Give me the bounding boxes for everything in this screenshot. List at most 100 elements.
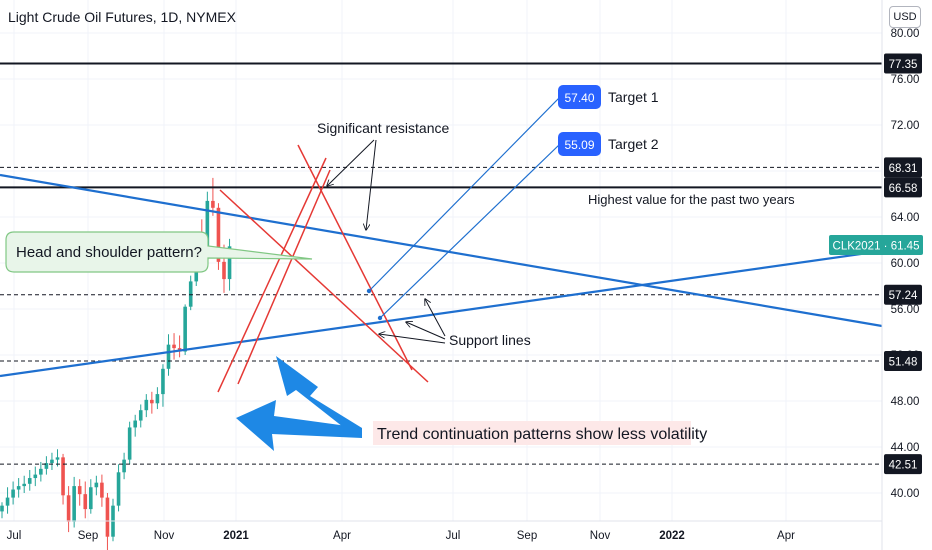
y-tick-label: 76.00 [891, 74, 920, 86]
ascending-trendline [0, 249, 883, 378]
big-arrow-upper-icon [276, 356, 362, 434]
candle-body [61, 457, 65, 496]
target-2-line [379, 143, 561, 319]
x-tick-label: Nov [590, 530, 611, 542]
candle-body [100, 482, 104, 498]
resistance-label: Significant resistance [317, 120, 450, 136]
candle-body [161, 368, 165, 395]
level-badge-label: 51.48 [889, 356, 918, 368]
candle-body [77, 486, 82, 495]
candle-body [16, 486, 21, 490]
x-tick-label: Sep [517, 530, 537, 542]
candle-body [133, 420, 137, 428]
support-label: Support lines [449, 332, 531, 348]
currency-button[interactable]: USD [889, 6, 921, 28]
candle-body [183, 306, 187, 352]
candle-body [127, 427, 132, 460]
wedge-lines [217, 144, 429, 393]
target-2-badge[interactable]: 55.09 [558, 132, 601, 156]
y-tick-label: 60.00 [891, 258, 920, 270]
symbol-title: Light Crude Oil Futures, 1D, NYMEX [8, 9, 236, 25]
candle-body [22, 483, 26, 487]
target-1-label: Target 1 [608, 89, 659, 105]
candle-body [166, 344, 171, 369]
candle-body [89, 487, 93, 510]
level-badge [884, 284, 922, 305]
resistance-arrow-2 [366, 139, 377, 230]
candle-body [105, 497, 110, 537]
x-tick-label: Apr [333, 530, 351, 542]
x-axis-ticks: Jul Sep Nov 2021 Apr Jul Sep Nov 2022 Apr [7, 530, 795, 542]
head-shoulder-callout[interactable] [5, 231, 313, 273]
y-tick-label: 64.00 [891, 212, 920, 224]
y-axis-ticks: 80.0076.0072.0068.0064.0060.0056.0052.00… [891, 28, 920, 500]
head-shoulder-label: Head and shoulder pattern? [16, 244, 202, 261]
candle-body [11, 489, 15, 498]
candle-body [39, 468, 43, 475]
candle-body [94, 482, 99, 488]
candle-body [150, 399, 154, 404]
current-price-tag: CLK2021 · 61.45 [829, 235, 923, 255]
candle-body [122, 459, 126, 473]
candle-body [44, 463, 49, 469]
support-arrow-2 [406, 322, 446, 340]
candle-body [155, 394, 160, 404]
trend-label: Trend continuation patterns show less vo… [377, 426, 707, 443]
level-badge-label: 42.51 [889, 460, 918, 472]
candle-body [216, 207, 221, 262]
y-tick-label: 44.00 [891, 442, 920, 454]
y-tick-label: 48.00 [891, 396, 920, 408]
candle-body [205, 200, 210, 259]
trend-lines [0, 173, 883, 378]
candle-body [55, 457, 60, 460]
wedge-left-inner [237, 169, 331, 385]
level-badge [884, 454, 922, 475]
target-1-badge[interactable]: 57.40 [558, 85, 601, 109]
target-1-origin [366, 288, 372, 294]
horizontal-levels [0, 62, 882, 465]
candle-body [72, 486, 76, 522]
level-badge [884, 350, 922, 371]
wedge-left-outer [217, 157, 327, 393]
candle-body [227, 246, 232, 280]
wedge-right-outer [297, 144, 413, 371]
candle-body [5, 497, 10, 506]
highest-value-label: Highest value for the past two years [588, 192, 795, 207]
resistance-arrow-1 [327, 139, 375, 186]
x-tick-label: Nov [154, 530, 175, 542]
x-tick-label: Apr [777, 530, 795, 542]
y-tick-label: 80.00 [891, 28, 920, 40]
candle-body [66, 495, 71, 522]
level-badge-label: 66.58 [889, 183, 918, 195]
level-badge-label: 68.31 [889, 163, 918, 175]
candle-body [188, 281, 193, 307]
candle-body [0, 505, 4, 512]
candle-body [33, 474, 38, 479]
wedge-right-inner [219, 189, 429, 383]
target-1-line [368, 96, 561, 292]
descending-trendline [0, 173, 883, 328]
target-2-origin [377, 315, 383, 321]
level-badge-label: 57.24 [889, 290, 918, 302]
y-tick-label: 72.00 [891, 120, 920, 132]
support-arrow-3 [379, 334, 446, 344]
x-tick-label: Jul [7, 530, 22, 542]
level-badge-label: 77.35 [889, 59, 918, 71]
level-badge [884, 157, 922, 178]
y-tick-label: 56.00 [891, 304, 920, 316]
support-arrow-1 [425, 299, 446, 337]
current-price-label: CLK2021 · 61.45 [833, 241, 920, 253]
level-badges: 77.35 68.31 66.58 57.24 51.48 42.51 [884, 53, 922, 475]
x-tick-label: Jul [446, 530, 461, 542]
level-badge [884, 177, 922, 198]
x-tick-label: 2021 [223, 530, 249, 542]
candle-body [50, 459, 54, 464]
candle-body [138, 410, 143, 421]
big-arrow-lower-icon [236, 400, 362, 451]
candle-body [172, 344, 176, 349]
x-tick-label: Sep [78, 530, 98, 542]
trend-label-bg [373, 421, 691, 445]
target-2-label: Target 2 [608, 136, 659, 152]
target-2-value: 55.09 [564, 138, 594, 152]
